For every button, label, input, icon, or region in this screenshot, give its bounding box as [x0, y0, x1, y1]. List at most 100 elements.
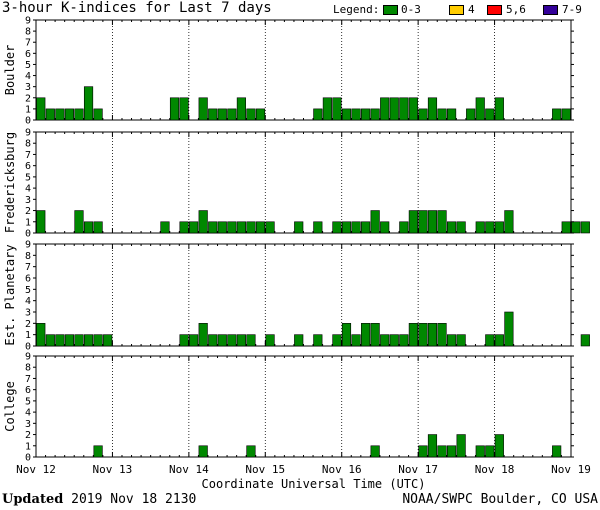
- bar-fredericksburg-47: [485, 221, 495, 234]
- bar-boulder-3: [64, 108, 75, 121]
- bar-est-planetary-40: [418, 323, 428, 347]
- bar-est-planetary-17: [198, 323, 208, 347]
- y-tick-label: 8: [25, 139, 31, 150]
- y-tick-label: 5: [25, 60, 31, 71]
- bar-boulder-29: [313, 108, 323, 121]
- bar-college-54: [552, 445, 562, 458]
- x-tick-label: Nov 19: [551, 463, 591, 476]
- y-tick-label: 6: [25, 385, 31, 396]
- updated-stamp: Updated 2019 Nov 18 2130: [2, 492, 196, 507]
- bar-boulder-43: [447, 108, 457, 121]
- y-tick-label: 6: [25, 161, 31, 172]
- page-title: 3-hour K-indices for Last 7 days: [2, 0, 272, 16]
- bar-boulder-35: [370, 108, 380, 121]
- bar-est-planetary-20: [227, 334, 237, 347]
- bar-fredericksburg-55: [561, 221, 571, 234]
- y-tick-label: 0: [25, 116, 31, 127]
- legend-swatch-0-3: [383, 5, 398, 15]
- bar-fredericksburg-43: [447, 221, 457, 234]
- legend-text-4: 4: [468, 3, 475, 16]
- bar-boulder-20: [227, 108, 237, 121]
- y-tick-label: 1: [25, 330, 31, 341]
- bar-est-planetary-32: [341, 323, 352, 347]
- bar-est-planetary-15: [179, 334, 189, 347]
- updated-label: Updated: [2, 492, 64, 507]
- bar-fredericksburg-22: [246, 221, 256, 234]
- legend-text-7-9: 7-9: [562, 3, 582, 16]
- y-tick-label: 1: [25, 104, 31, 115]
- bar-boulder-23: [255, 108, 266, 121]
- bar-est-planetary-6: [93, 334, 103, 347]
- y-tick-label: 8: [25, 363, 31, 374]
- x-tick-label: Nov 13: [93, 463, 133, 476]
- bar-est-planetary-1: [45, 334, 55, 347]
- bar-est-planetary-34: [361, 323, 371, 347]
- bar-fredericksburg-13: [160, 221, 170, 234]
- bar-est-planetary-0: [36, 323, 46, 347]
- bar-est-planetary-29: [313, 334, 323, 347]
- station-label-fredericksburg: Fredericksburg: [3, 132, 17, 233]
- station-label-boulder: Boulder: [3, 45, 17, 96]
- bar-fredericksburg-27: [294, 221, 304, 234]
- panel-frame-boulder: [35, 19, 572, 121]
- bar-boulder-30: [322, 97, 332, 121]
- bar-boulder-15: [179, 97, 189, 121]
- bar-fredericksburg-18: [208, 221, 218, 234]
- bar-est-planetary-47: [485, 334, 495, 347]
- bar-est-planetary-4: [74, 334, 84, 347]
- bar-fredericksburg-44: [456, 221, 466, 234]
- bar-est-planetary-43: [447, 334, 457, 347]
- bar-fredericksburg-48: [494, 221, 504, 234]
- bar-college-42: [437, 445, 447, 458]
- bar-fredericksburg-17: [198, 210, 208, 234]
- bar-fredericksburg-49: [504, 210, 514, 234]
- x-axis-title: Coordinate Universal Time (UTC): [202, 477, 426, 491]
- bar-fredericksburg-41: [427, 210, 438, 234]
- bar-boulder-1: [45, 108, 55, 121]
- y-tick-label: 0: [25, 229, 31, 240]
- bar-boulder-4: [74, 108, 84, 121]
- y-tick-label: 5: [25, 396, 31, 407]
- bar-boulder-2: [55, 108, 65, 121]
- bar-est-planetary-3: [64, 334, 75, 347]
- x-tick-label: Nov 16: [322, 463, 362, 476]
- bar-est-planetary-27: [294, 334, 304, 347]
- bar-est-planetary-38: [399, 334, 409, 347]
- bar-college-40: [418, 445, 428, 458]
- bar-est-planetary-16: [189, 334, 199, 347]
- y-tick-label: 7: [25, 38, 31, 49]
- bar-est-planetary-57: [580, 334, 590, 347]
- y-tick-label: 1: [25, 441, 31, 452]
- y-tick-label: 5: [25, 172, 31, 183]
- bar-fredericksburg-15: [179, 221, 189, 234]
- bar-boulder-32: [341, 108, 352, 121]
- bar-fredericksburg-38: [399, 221, 409, 234]
- bar-boulder-46: [475, 97, 485, 121]
- bar-boulder-48: [494, 97, 504, 121]
- station-label-college: College: [3, 381, 17, 432]
- bar-boulder-40: [418, 108, 428, 121]
- bar-boulder-19: [217, 108, 227, 121]
- legend-text-5-6: 5,6: [506, 3, 526, 16]
- panel-frame-fredericksburg: [35, 131, 572, 234]
- bar-boulder-36: [380, 97, 390, 121]
- bar-fredericksburg-23: [255, 221, 266, 234]
- updated-value: 2019 Nov 18 2130: [71, 492, 197, 507]
- bar-est-planetary-21: [236, 334, 246, 347]
- bar-est-planetary-33: [351, 334, 361, 347]
- bar-est-planetary-42: [437, 323, 447, 347]
- panel-frame-college: [35, 355, 572, 458]
- bar-est-planetary-2: [55, 334, 65, 347]
- bar-boulder-17: [198, 97, 208, 121]
- bar-est-planetary-31: [332, 334, 342, 347]
- bar-fredericksburg-6: [93, 221, 103, 234]
- legend-swatch-7-9: [543, 5, 558, 15]
- bar-est-planetary-41: [427, 323, 438, 347]
- bar-boulder-45: [466, 108, 476, 121]
- bar-boulder-5: [83, 86, 94, 121]
- bar-college-48: [494, 434, 504, 458]
- bar-college-46: [475, 445, 485, 458]
- y-tick-label: 0: [25, 453, 31, 464]
- y-tick-label: 8: [25, 251, 31, 262]
